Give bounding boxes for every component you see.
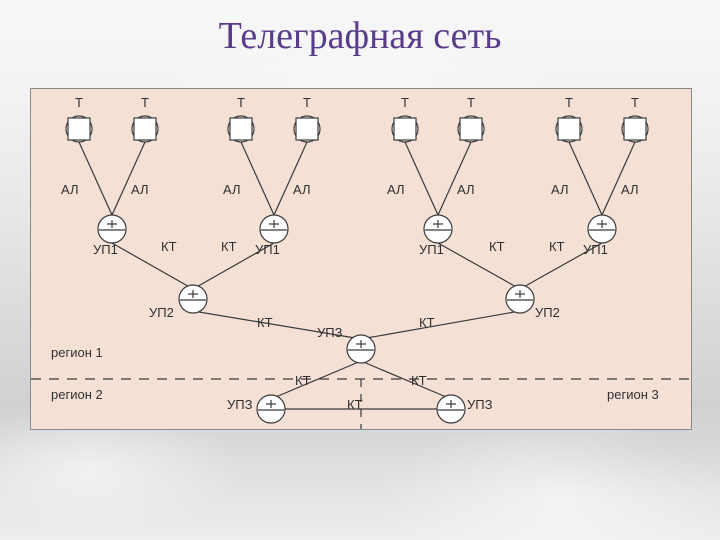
edge xyxy=(241,142,274,215)
al-label: АЛ xyxy=(61,182,79,197)
up2-node xyxy=(506,285,534,313)
up1-label: УП1 xyxy=(419,242,444,257)
edge xyxy=(112,142,145,215)
terminal-box xyxy=(624,118,646,140)
al-label: АЛ xyxy=(621,182,639,197)
edge xyxy=(569,142,602,215)
terminal-box xyxy=(134,118,156,140)
up2-label: УП2 xyxy=(149,305,174,320)
edge xyxy=(112,243,193,289)
edge xyxy=(405,142,438,215)
slide: Телеграфная сеть Т Т Т Т Т Т Т Т АЛ АЛ АЛ АЛ АЛ АЛ АЛ А… xyxy=(0,0,720,540)
up1-node xyxy=(98,215,126,243)
region-label: регион 3 xyxy=(607,387,659,402)
up1-node xyxy=(424,215,452,243)
edge xyxy=(438,243,520,289)
region-label: регион 1 xyxy=(51,345,103,360)
al-label: АЛ xyxy=(131,182,149,197)
terminal-label: Т xyxy=(303,95,311,110)
terminal-label: Т xyxy=(467,95,475,110)
al-label: АЛ xyxy=(293,182,311,197)
al-label: АЛ xyxy=(551,182,569,197)
kt-label: КТ xyxy=(347,397,363,412)
edge xyxy=(271,361,361,399)
edge xyxy=(438,142,471,215)
al-label: АЛ xyxy=(457,182,475,197)
terminal-label: Т xyxy=(141,95,149,110)
up3-node xyxy=(437,395,465,423)
diagram-container: Т Т Т Т Т Т Т Т АЛ АЛ АЛ АЛ АЛ АЛ АЛ АЛ УП1 УП1 УП1 УП1 УП2 У… xyxy=(30,88,692,430)
up1-label: УП1 xyxy=(583,242,608,257)
kt-label: КТ xyxy=(257,315,273,330)
edge xyxy=(79,142,112,215)
kt-label: КТ xyxy=(489,239,505,254)
edge xyxy=(274,142,307,215)
al-label: АЛ xyxy=(223,182,241,197)
up3-label: УПЗ xyxy=(467,397,493,412)
up1-node xyxy=(260,215,288,243)
terminal-label: Т xyxy=(237,95,245,110)
up2-label: УП2 xyxy=(535,305,560,320)
edge xyxy=(361,361,451,399)
terminal-box xyxy=(394,118,416,140)
up3-node xyxy=(257,395,285,423)
edge xyxy=(361,311,520,339)
terminal-label: Т xyxy=(631,95,639,110)
terminal-label: Т xyxy=(75,95,83,110)
kt-label: КТ xyxy=(411,373,427,388)
al-label: АЛ xyxy=(387,182,405,197)
kt-label: КТ xyxy=(295,373,311,388)
terminal-box xyxy=(68,118,90,140)
terminal-box xyxy=(558,118,580,140)
up2-node xyxy=(179,285,207,313)
up3-node xyxy=(347,335,375,363)
up3-label: УПЗ xyxy=(227,397,253,412)
terminal-label: Т xyxy=(401,95,409,110)
network-diagram: Т Т Т Т Т Т Т Т АЛ АЛ АЛ АЛ АЛ АЛ АЛ АЛ УП1 УП1 УП1 УП1 УП2 У… xyxy=(31,89,691,429)
up3-label: УПЗ xyxy=(317,325,343,340)
region-label: регион 2 xyxy=(51,387,103,402)
terminal-box xyxy=(296,118,318,140)
kt-label: КТ xyxy=(419,315,435,330)
kt-label: КТ xyxy=(549,239,565,254)
up1-label: УП1 xyxy=(93,242,118,257)
terminal-label: Т xyxy=(565,95,573,110)
kt-label: КТ xyxy=(161,239,177,254)
terminal-box xyxy=(230,118,252,140)
up1-node xyxy=(588,215,616,243)
edge xyxy=(602,142,635,215)
kt-label: КТ xyxy=(221,239,237,254)
up1-label: УП1 xyxy=(255,242,280,257)
slide-title: Телеграфная сеть xyxy=(0,14,720,58)
terminal-box xyxy=(460,118,482,140)
